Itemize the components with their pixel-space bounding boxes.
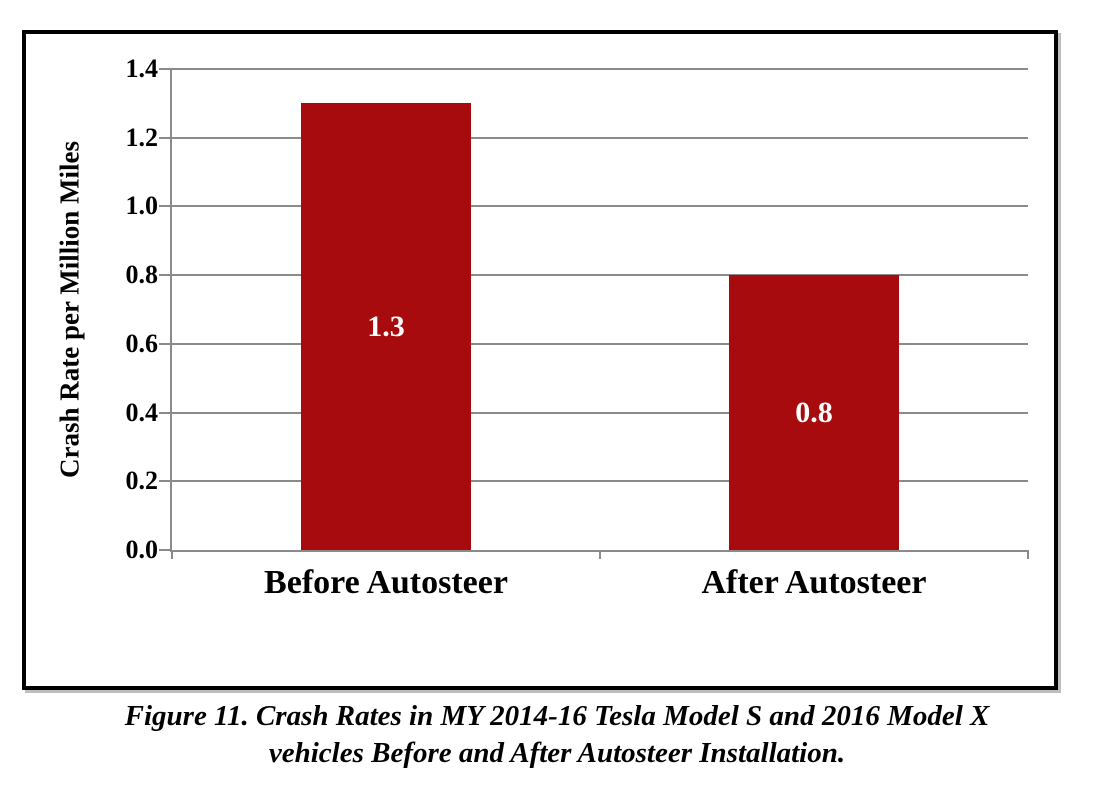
x-tick-mark [1027,550,1029,559]
y-tick-mark [159,136,172,139]
gridline [172,411,1028,414]
bar-value-label: 0.8 [795,395,833,429]
bar: 1.3 [301,103,471,550]
gridline [172,205,1028,208]
gridline [172,68,1028,70]
category-slot: 0.8 After Autosteer [600,69,1028,601]
gridline [172,274,1028,277]
y-tick-label: 1.2 [125,122,159,152]
category-label: Before Autosteer [264,564,508,601]
y-tick-label: 1.4 [125,54,159,83]
y-tick-mark [159,411,172,414]
y-axis-ticks: 0.0 0.2 0.4 0.6 0.8 1.0 1.2 1.4 [26,56,159,563]
plot-area: 1.3 Before Autosteer 0.8 After Autosteer [159,68,1029,601]
y-tick-mark [159,549,172,551]
y-tick-label: 0.6 [125,328,159,358]
gridline [172,480,1028,483]
y-tick-mark [159,274,172,277]
y-tick-label: 0.4 [125,397,159,427]
y-tick-label: 0.0 [125,535,159,564]
y-tick-label: 0.2 [125,466,159,496]
y-tick-mark [159,342,172,345]
category-label: After Autosteer [701,564,927,601]
bar-value-label: 1.3 [367,309,405,343]
bar: 0.8 [729,275,899,550]
y-tick-mark [159,480,172,483]
y-tick-mark [159,205,172,208]
figure-caption-line1: Figure 11. Crash Rates in MY 2014-16 Tes… [124,700,990,732]
x-tick-mark [171,550,173,559]
figure-caption-line2: vehicles Before and After Autosteer Inst… [268,737,846,769]
figure-border-box: Crash Rate per Million Miles 0.0 0.2 0.4 0.… [22,30,1058,690]
figure-caption: Figure 11. Crash Rates in MY 2014-16 Tes… [0,698,1114,772]
gridline [172,136,1028,139]
y-tick-label: 0.8 [125,260,159,290]
y-tick-label: 1.0 [125,191,159,221]
y-tick-mark [159,68,172,70]
x-axis-line [170,550,1028,552]
category-slot: 1.3 Before Autosteer [172,69,600,601]
gridline [172,342,1028,345]
y-axis-line [170,68,172,552]
x-tick-mark [599,550,601,559]
